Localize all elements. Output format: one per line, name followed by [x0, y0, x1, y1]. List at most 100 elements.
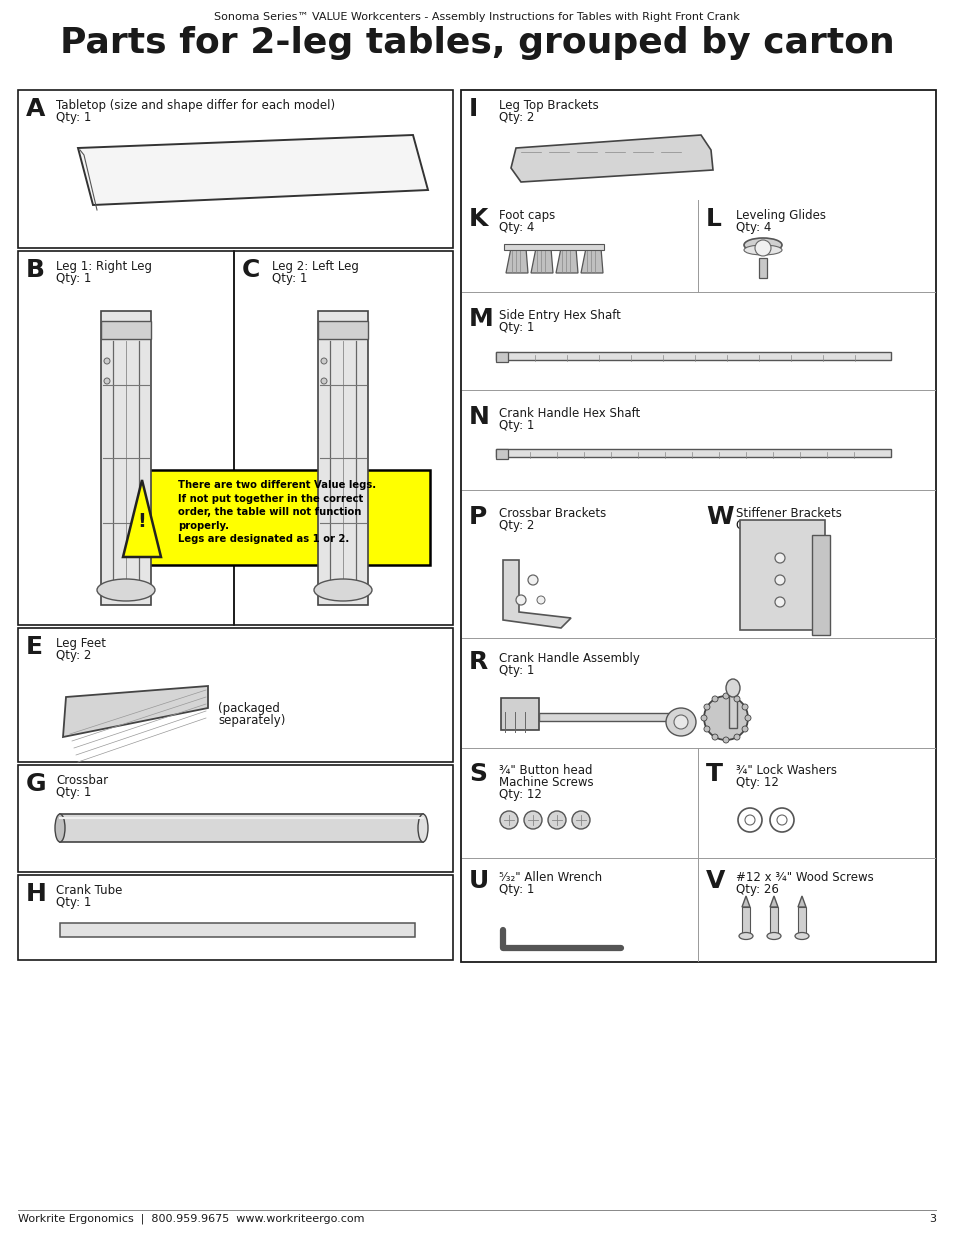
Circle shape: [320, 378, 327, 384]
Bar: [233, 251, 453, 625]
Text: Sonoma Series™ VALUE Workcenters - Assembly Instructions for Tables with Right F: Sonoma Series™ VALUE Workcenters - Assem…: [213, 12, 740, 22]
Text: H: H: [26, 882, 47, 906]
Polygon shape: [78, 135, 428, 205]
Circle shape: [703, 697, 747, 740]
Ellipse shape: [739, 932, 752, 940]
Text: T: T: [705, 762, 722, 785]
Circle shape: [320, 358, 327, 364]
Circle shape: [711, 734, 718, 740]
Bar: [496, 352, 890, 359]
Circle shape: [722, 737, 728, 743]
Text: Qty: 1: Qty: 1: [498, 883, 534, 897]
Bar: [101, 321, 151, 338]
Circle shape: [741, 704, 747, 710]
Text: Crank Handle Assembly: Crank Handle Assembly: [498, 652, 639, 664]
Text: U: U: [469, 869, 489, 893]
Ellipse shape: [55, 814, 65, 842]
Polygon shape: [556, 248, 578, 273]
Text: Parts for 2-leg tables, grouped by carton: Parts for 2-leg tables, grouped by carto…: [59, 26, 894, 61]
Polygon shape: [505, 248, 527, 273]
Text: Qty: 1: Qty: 1: [56, 272, 91, 285]
Text: Qty: 12: Qty: 12: [498, 788, 541, 802]
Polygon shape: [580, 248, 602, 273]
Bar: [759, 258, 766, 278]
Text: Leveling Glides: Leveling Glides: [735, 209, 825, 222]
Circle shape: [741, 726, 747, 732]
Text: ¾" Button head: ¾" Button head: [498, 764, 592, 777]
Text: Qty: 1: Qty: 1: [272, 272, 307, 285]
Text: Leg Top Brackets: Leg Top Brackets: [498, 99, 598, 112]
Text: Leg Feet: Leg Feet: [56, 637, 106, 650]
Text: L: L: [705, 207, 721, 231]
Text: B: B: [26, 258, 45, 282]
Bar: [740, 520, 824, 630]
Text: Crossbar: Crossbar: [56, 774, 108, 787]
Text: There are two different Value legs.
If not put together in the correct
order, th: There are two different Value legs. If n…: [178, 480, 375, 545]
Bar: [18, 90, 453, 248]
Bar: [18, 251, 233, 625]
Bar: [101, 311, 151, 605]
Circle shape: [523, 811, 541, 829]
Circle shape: [711, 697, 718, 701]
Ellipse shape: [743, 238, 781, 252]
Circle shape: [774, 576, 784, 585]
Bar: [60, 814, 422, 842]
Ellipse shape: [766, 932, 781, 940]
Text: Foot caps: Foot caps: [498, 209, 555, 222]
Bar: [728, 693, 737, 727]
Text: I: I: [469, 98, 477, 121]
Polygon shape: [741, 897, 749, 906]
Text: Crank Tube: Crank Tube: [56, 884, 122, 897]
Text: C: C: [242, 258, 260, 282]
Text: Qty: 1: Qty: 1: [498, 321, 534, 333]
Polygon shape: [511, 135, 712, 182]
Ellipse shape: [417, 814, 428, 842]
Bar: [496, 450, 890, 457]
Polygon shape: [531, 248, 553, 273]
Circle shape: [703, 726, 709, 732]
Text: Qty: 2: Qty: 2: [56, 650, 91, 662]
Circle shape: [572, 811, 589, 829]
Bar: [741, 906, 749, 935]
Bar: [503, 245, 603, 249]
Text: P: P: [469, 505, 487, 529]
Polygon shape: [123, 480, 161, 557]
Ellipse shape: [725, 679, 740, 697]
Text: S: S: [469, 762, 486, 785]
Text: Qty: 4: Qty: 4: [735, 221, 771, 233]
Text: (packaged: (packaged: [218, 701, 279, 715]
Text: G: G: [26, 772, 47, 797]
Text: separately): separately): [218, 714, 285, 727]
Text: Qty: 2: Qty: 2: [735, 519, 771, 532]
Text: Qty: 2: Qty: 2: [498, 111, 534, 124]
Text: Qty: 1: Qty: 1: [56, 897, 91, 909]
Text: Qty: 2: Qty: 2: [498, 519, 534, 532]
Circle shape: [537, 597, 544, 604]
Text: Qty: 1: Qty: 1: [498, 664, 534, 677]
Text: W: W: [705, 505, 733, 529]
Text: N: N: [469, 405, 489, 429]
Text: Stiffener Brackets: Stiffener Brackets: [735, 508, 841, 520]
Text: Qty: 26: Qty: 26: [735, 883, 778, 897]
Circle shape: [673, 715, 687, 729]
Text: Qty: 4: Qty: 4: [498, 221, 534, 233]
Text: ⁵⁄₃₂" Allen Wrench: ⁵⁄₃₂" Allen Wrench: [498, 871, 601, 884]
Polygon shape: [63, 685, 208, 737]
Text: Side Entry Hex Shaft: Side Entry Hex Shaft: [498, 309, 620, 322]
Bar: [18, 764, 453, 872]
Text: E: E: [26, 635, 43, 659]
Text: Leg 1: Right Leg: Leg 1: Right Leg: [56, 261, 152, 273]
Ellipse shape: [665, 708, 696, 736]
Text: #12 x ¾" Wood Screws: #12 x ¾" Wood Screws: [735, 871, 873, 884]
Text: Machine Screws: Machine Screws: [498, 776, 593, 789]
Circle shape: [722, 693, 728, 699]
Text: Crossbar Brackets: Crossbar Brackets: [498, 508, 605, 520]
Text: Qty: 1: Qty: 1: [56, 111, 91, 124]
Bar: [60, 923, 415, 937]
Text: V: V: [705, 869, 724, 893]
Ellipse shape: [97, 579, 154, 601]
Circle shape: [754, 240, 770, 256]
Bar: [18, 629, 453, 762]
Text: ¾" Lock Washers: ¾" Lock Washers: [735, 764, 836, 777]
Ellipse shape: [743, 245, 781, 254]
